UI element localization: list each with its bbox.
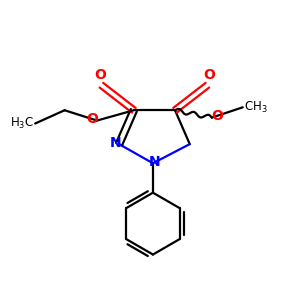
Text: CH$_3$: CH$_3$ bbox=[244, 100, 268, 115]
Text: O: O bbox=[203, 68, 215, 82]
Text: N: N bbox=[110, 136, 122, 150]
Text: O: O bbox=[211, 109, 223, 123]
Text: O: O bbox=[94, 68, 106, 82]
Text: H$_3$C: H$_3$C bbox=[10, 116, 34, 131]
Text: O: O bbox=[86, 112, 98, 126]
Text: N: N bbox=[148, 155, 160, 169]
